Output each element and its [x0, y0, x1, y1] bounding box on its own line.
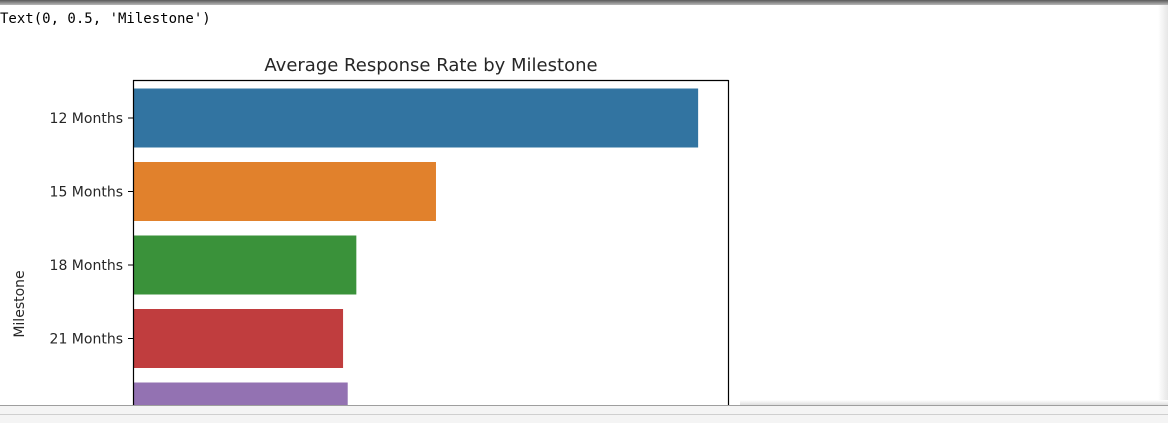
y-tick-label: 15 Months — [50, 185, 123, 201]
y-tick-label: 21 Months — [50, 332, 123, 348]
cell-right-edge — [1158, 5, 1168, 405]
output-scroll-shadow — [740, 400, 1168, 406]
bar-15-months — [134, 162, 436, 221]
cell-bottom-border — [0, 405, 1168, 423]
y-axis-label: Milestone — [12, 270, 28, 337]
bars-group — [134, 88, 699, 423]
y-tick-label: 12 Months — [50, 111, 123, 127]
y-ticks-group: 12 Months 15 Months 18 Months 21 Months — [50, 111, 133, 413]
chart-title: Average Response Rate by Milestone — [264, 55, 597, 76]
bar-18-months — [134, 235, 357, 295]
bar-21-months — [134, 309, 344, 368]
cell-top-border — [0, 0, 1168, 5]
output-text: Text(0, 0.5, 'Milestone') — [0, 11, 211, 27]
cell-bottom-divider — [0, 414, 1168, 415]
bar-12-months — [134, 88, 699, 148]
y-tick-label: 18 Months — [50, 258, 123, 274]
